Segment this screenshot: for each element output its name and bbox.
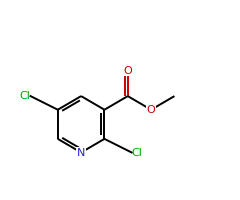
Text: O: O — [147, 105, 156, 115]
Text: N: N — [77, 148, 85, 158]
Text: O: O — [123, 66, 132, 76]
Text: Cl: Cl — [20, 91, 30, 101]
Text: Cl: Cl — [132, 148, 143, 158]
